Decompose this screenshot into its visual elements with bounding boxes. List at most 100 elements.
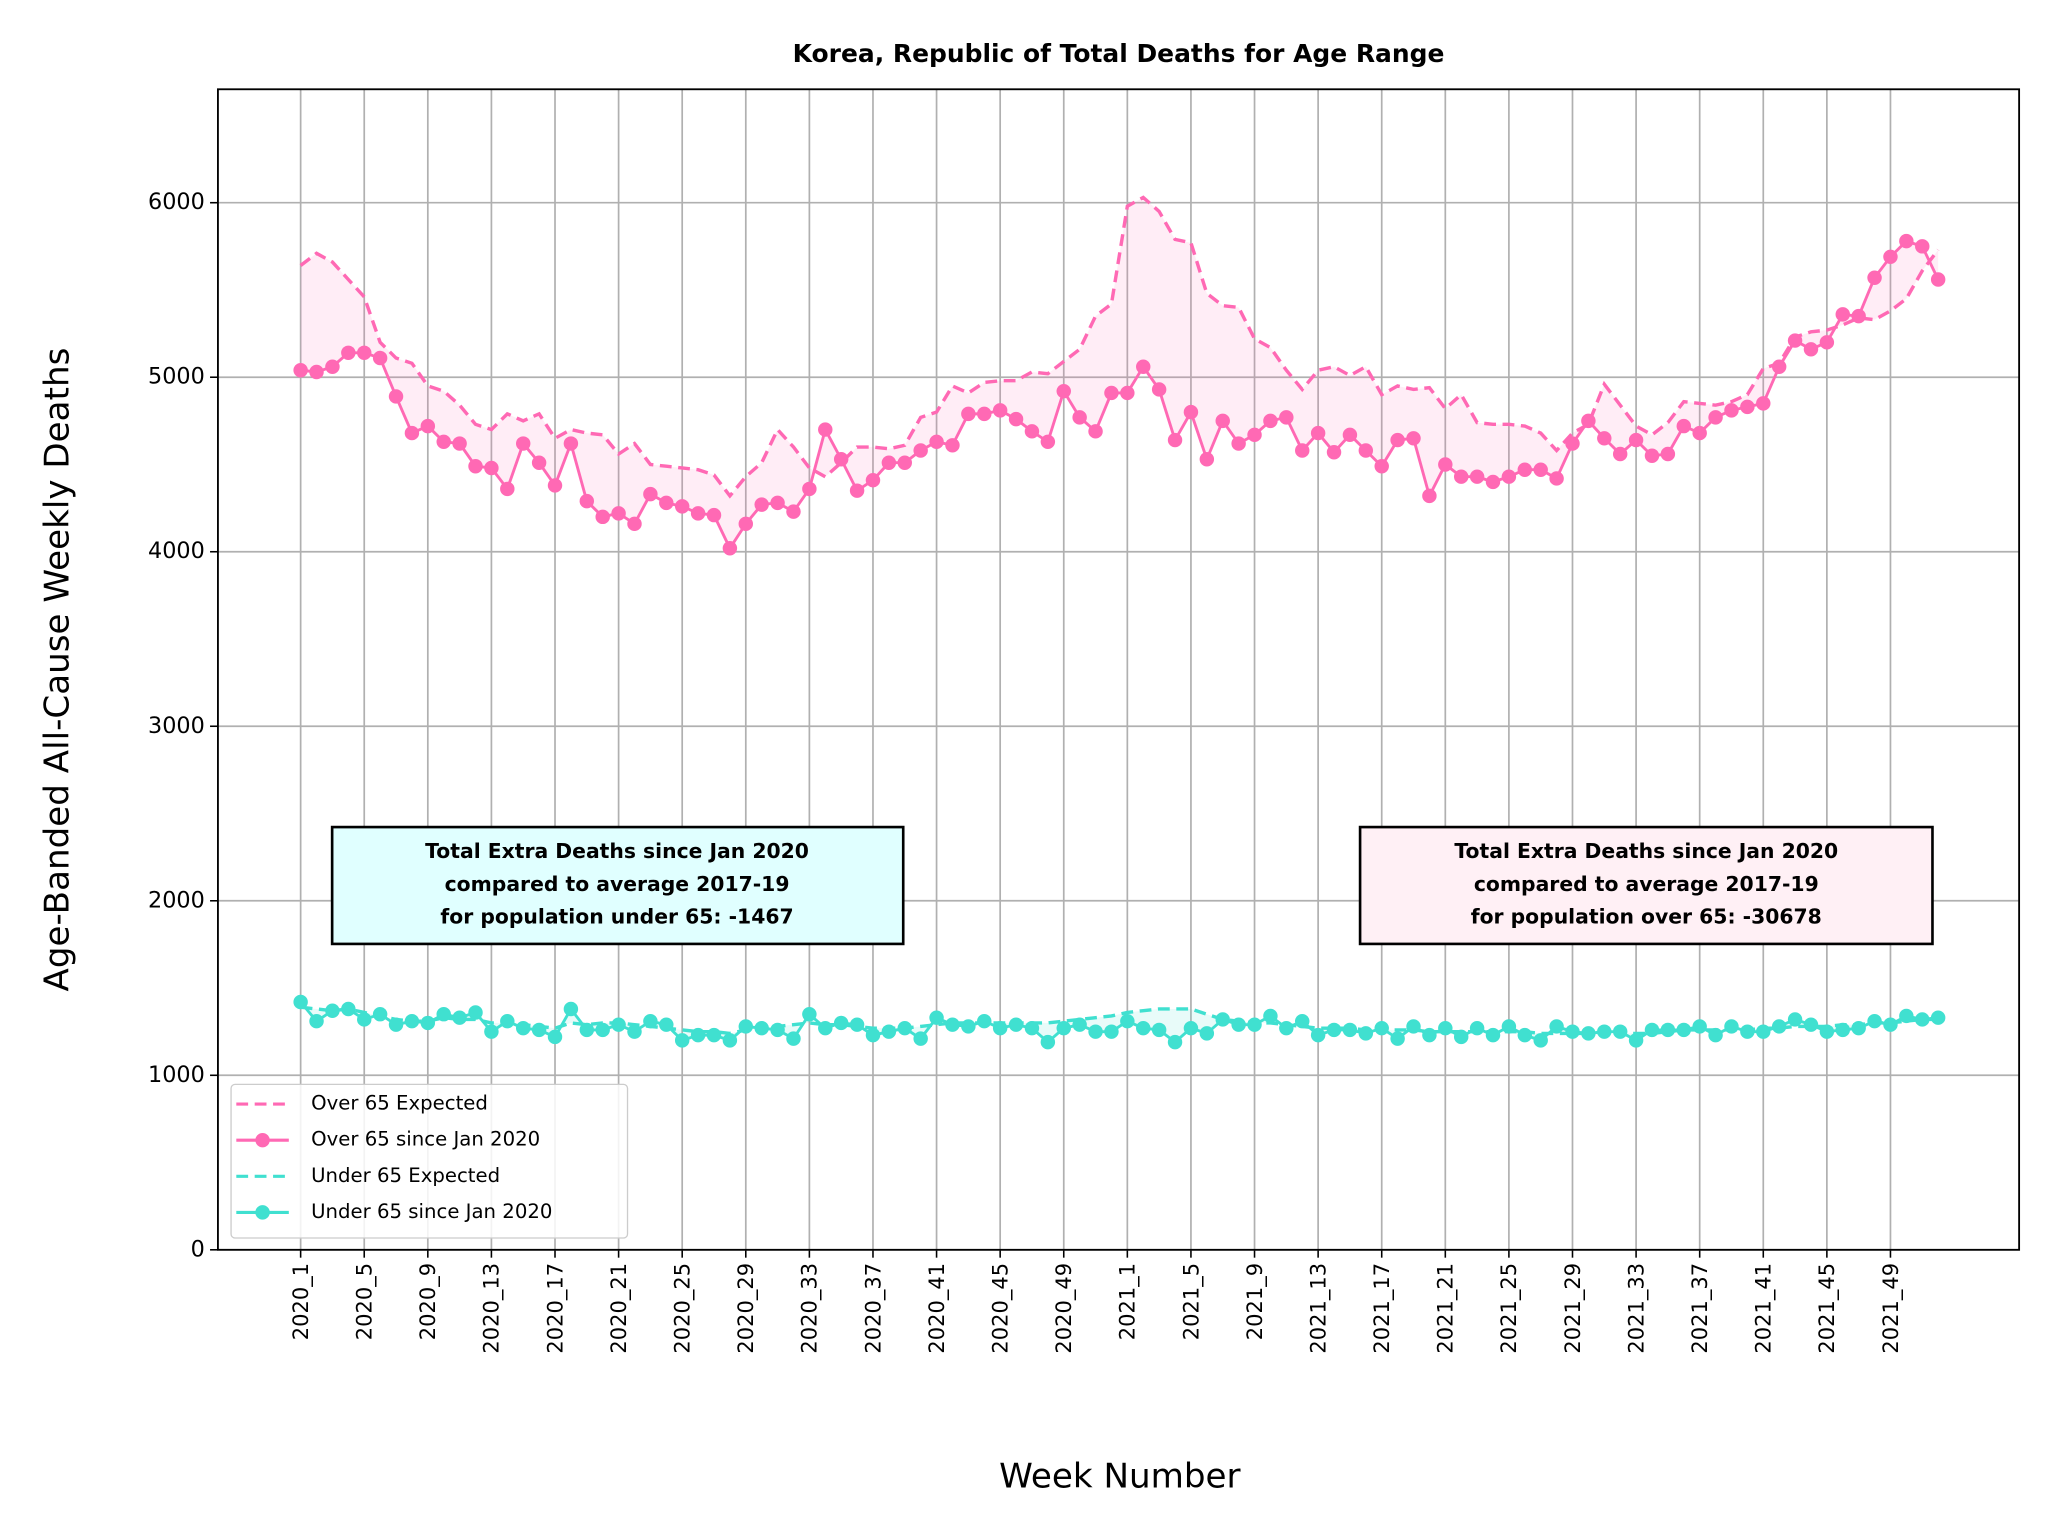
data-point: [531, 455, 547, 470]
data-point: [1040, 434, 1056, 450]
annotation-box: [330, 825, 905, 946]
data-point: [754, 1020, 769, 1036]
data-point: [1676, 418, 1692, 434]
data-point: [849, 1017, 865, 1032]
data-point: [1644, 1022, 1660, 1038]
data-point: [1199, 1026, 1215, 1041]
data-point: [1136, 359, 1151, 374]
data-point: [1136, 1020, 1151, 1036]
data-point: [1930, 1010, 1946, 1025]
y-tick-label: 3000: [148, 713, 205, 739]
data-point: [372, 350, 388, 366]
data-point: [1056, 1020, 1071, 1036]
data-point: [1724, 1019, 1739, 1034]
data-point: [1533, 462, 1548, 477]
data-point: [579, 1022, 595, 1038]
data-point: [547, 1029, 563, 1045]
data-point: [722, 1033, 738, 1048]
data-point: [1342, 427, 1358, 443]
data-point: [1310, 425, 1326, 441]
data-point: [1183, 1020, 1199, 1036]
data-point: [1295, 1013, 1310, 1029]
data-point: [1199, 452, 1215, 467]
data-point: [802, 1006, 817, 1022]
data-point: [881, 1024, 897, 1039]
data-point: [627, 1024, 642, 1039]
data-point: [1406, 1019, 1421, 1034]
data-point: [1358, 443, 1374, 458]
data-point: [293, 363, 308, 378]
data-point: [1851, 1020, 1866, 1036]
data-point: [515, 436, 531, 451]
data-point: [1660, 1022, 1676, 1038]
data-point: [1104, 1024, 1119, 1039]
legend-label: Under 65 Expected: [311, 1164, 500, 1187]
data-point: [690, 506, 706, 521]
data-point: [659, 495, 674, 511]
data-point: [500, 1013, 515, 1029]
x-tick-label: 2021_17: [1370, 1263, 1395, 1354]
excess-area: [300, 197, 1939, 549]
data-point: [1247, 427, 1262, 443]
data-point: [1072, 1017, 1087, 1032]
y-tick-label: 5000: [148, 364, 205, 390]
data-point: [1740, 1024, 1755, 1039]
data-point: [1660, 446, 1676, 462]
data-point: [404, 1013, 420, 1029]
data-point: [325, 359, 340, 374]
x-tick-label: 2021_45: [1815, 1263, 1840, 1354]
data-point: [1438, 1020, 1453, 1036]
y-axis-label: Age-Banded All-Cause Weekly Deaths: [38, 348, 78, 992]
data-point: [1787, 1012, 1803, 1027]
data-point: [738, 1019, 754, 1034]
data-point: [436, 1006, 451, 1022]
annotation-box: [1358, 825, 1934, 946]
data-point: [1151, 382, 1167, 397]
data-point: [611, 506, 626, 521]
data-point: [1120, 1013, 1135, 1029]
data-point: [1581, 1026, 1596, 1041]
data-point: [1215, 1012, 1230, 1027]
data-point: [468, 459, 483, 474]
data-point: [1056, 383, 1071, 399]
data-point: [1915, 1012, 1930, 1027]
data-point: [1263, 413, 1278, 429]
chart-title: Korea, Republic of Total Deaths for Age …: [793, 39, 1445, 68]
series-line: [299, 195, 1940, 499]
plot-frame: [217, 88, 2021, 1251]
x-tick-label: 2020_33: [798, 1263, 823, 1354]
x-tick-label: 2021_5: [1179, 1263, 1204, 1340]
data-point: [1787, 333, 1803, 348]
x-tick-label: 2020_5: [353, 1263, 378, 1340]
x-tick-label: 2021_41: [1752, 1263, 1777, 1354]
data-point: [595, 509, 610, 525]
annotation-text: compared to average 2017-19: [445, 872, 790, 896]
data-point: [1485, 474, 1501, 490]
data-point: [865, 1027, 881, 1043]
data-point: [818, 1020, 833, 1036]
data-point: [1517, 1027, 1533, 1043]
data-point: [1469, 469, 1485, 484]
x-tick-label: 2020_29: [734, 1263, 759, 1354]
data-point: [897, 455, 912, 470]
x-tick-label: 2020_17: [543, 1263, 568, 1354]
data-point: [1549, 471, 1564, 486]
data-point: [357, 1012, 372, 1027]
data-point: [500, 481, 515, 497]
y-tick-label: 1000: [148, 1062, 205, 1088]
data-point: [1581, 413, 1596, 429]
data-point: [1930, 272, 1946, 287]
data-point: [690, 1027, 706, 1043]
y-tick-label: 2000: [148, 887, 205, 913]
data-point: [388, 389, 404, 404]
data-point: [1740, 399, 1755, 415]
data-point: [1088, 424, 1103, 439]
data-point: [706, 507, 722, 523]
data-point: [1549, 1019, 1564, 1034]
data-point: [1756, 1024, 1771, 1039]
data-point: [1438, 457, 1453, 472]
data-point: [611, 1017, 626, 1032]
data-point: [1263, 1008, 1278, 1024]
data-point: [341, 345, 356, 361]
